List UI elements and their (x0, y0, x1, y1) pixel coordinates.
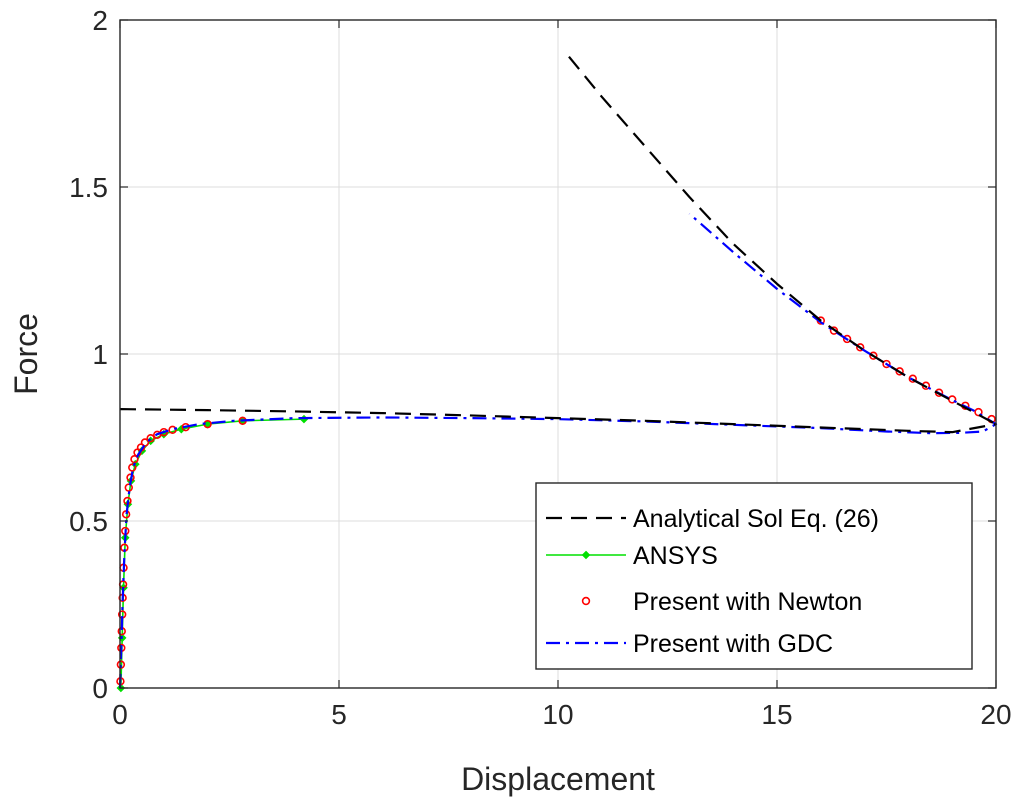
data-point (974, 407, 983, 417)
data-point (130, 455, 139, 464)
series-present-with-gdc (118, 212, 998, 689)
series-line (119, 408, 997, 434)
legend-label: Present with Newton (633, 588, 862, 616)
x-tick-label: 10 (542, 699, 573, 730)
y-tick-label: 1 (92, 339, 108, 370)
series-line (118, 212, 998, 689)
data-point (168, 425, 177, 435)
legend: Analytical Sol Eq. (26) ANSYS Present with… (535, 482, 973, 670)
data-point (869, 351, 878, 360)
data-point (856, 343, 865, 352)
legend-entries: Analytical Sol Eq. (26) ANSYS Present with… (546, 505, 879, 658)
x-axis-label: Displacement (461, 761, 655, 797)
legend-entry: Present with GDC (546, 630, 833, 658)
y-tick-label: 0 (92, 673, 108, 704)
x-tick-label: 0 (112, 699, 128, 730)
axis-ticks: 0 5 10 15 20 0 0.5 1 1.5 2 (69, 5, 1012, 730)
data-point (124, 483, 133, 492)
legend-label: Present with GDC (633, 630, 833, 658)
legend-label: ANSYS (633, 542, 718, 570)
legend-swatch-marker (581, 550, 591, 560)
y-tick-label: 1.5 (69, 172, 108, 203)
legend-box (535, 482, 973, 670)
data-point (116, 660, 126, 669)
x-tick-label: 20 (980, 699, 1011, 730)
series-analytical-sol-eq-26- (119, 56, 997, 434)
data-point (842, 334, 852, 344)
data-point (146, 433, 155, 443)
x-tick-label: 5 (331, 699, 347, 730)
y-axis-label: Force (8, 313, 44, 395)
legend-entry: ANSYS (546, 542, 718, 570)
data-point (181, 422, 190, 432)
series-layer (116, 56, 998, 693)
legend-entry: Analytical Sol Eq. (26) (546, 505, 879, 533)
x-tick-label: 15 (761, 699, 792, 730)
legend-swatch-marker (581, 596, 591, 606)
data-point (908, 374, 917, 383)
legend-label: Analytical Sol Eq. (26) (633, 505, 879, 533)
y-tick-label: 0.5 (69, 506, 108, 537)
data-point (895, 367, 904, 376)
data-point (128, 463, 137, 472)
y-tick-label: 2 (92, 5, 108, 36)
legend-entry: Present with Newton (581, 588, 862, 616)
data-point (882, 359, 891, 369)
series-line (568, 56, 997, 426)
